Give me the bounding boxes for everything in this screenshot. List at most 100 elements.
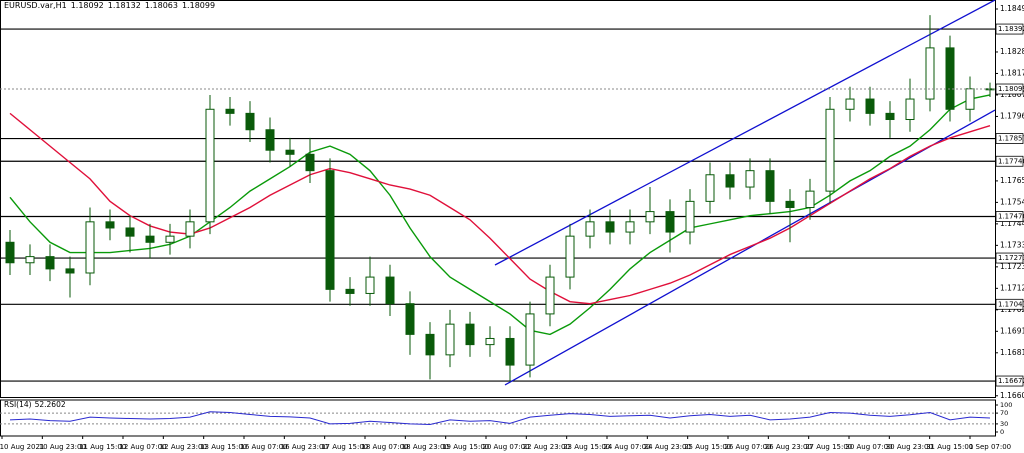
x-tick-label: 24 Aug 23:00 (644, 443, 691, 451)
y-tick-label: 1.18490 (1000, 4, 1024, 13)
rsi-tick-label: 100 (1000, 401, 1012, 409)
candle-body (945, 47, 955, 110)
y-tick-label: 1.16915 (1000, 326, 1024, 335)
x-tick-label: 31 Aug 15:00 (926, 443, 973, 451)
candle-body (385, 276, 395, 305)
level-label: 1.17047 (998, 300, 1024, 308)
candle-body (265, 129, 275, 151)
x-tick-label: 22 Aug 23:00 (523, 443, 570, 451)
candle-body (25, 256, 35, 264)
candle-body (665, 211, 675, 233)
x-tick-label: 25 Aug 15:00 (684, 443, 731, 451)
candle-body (85, 221, 95, 274)
rsi-tick-label: 0 (1000, 428, 1004, 436)
candle-body (745, 170, 755, 188)
y-tick-label: 1.17230 (1000, 262, 1024, 271)
candle-body (905, 98, 915, 121)
level-label: 1.17476 (998, 213, 1024, 221)
candle-body (185, 221, 195, 237)
candle-body (5, 241, 15, 264)
symbol: EURUSD.var,H1 (4, 1, 67, 10)
candle-body (565, 235, 575, 278)
level-label: 1.18392 (998, 25, 1024, 33)
y-tick-label: 1.16600 (1000, 391, 1024, 400)
price-pane (0, 0, 996, 398)
candle-body (325, 170, 335, 290)
moving-average (9, 94, 991, 336)
candle-body (465, 323, 475, 346)
level-label: 1.16672 (998, 377, 1024, 385)
y-tick-label: 1.17650 (1000, 176, 1024, 185)
x-tick-label: 12 Aug 23:00 (160, 443, 207, 451)
candle-body (205, 108, 215, 223)
y-tick-label: 1.17440 (1000, 219, 1024, 228)
x-tick-label: 26 Aug 07:00 (724, 443, 771, 451)
x-tick-label: 19 Aug 15:00 (442, 443, 489, 451)
y-tick-label: 1.17965 (1000, 111, 1024, 120)
x-tick-label: 24 Aug 07:00 (603, 443, 650, 451)
quote: 1.18063 (144, 1, 178, 10)
candle-body (725, 174, 735, 188)
level-box (995, 252, 1024, 264)
candle-body (865, 98, 875, 114)
candle-body (685, 200, 695, 233)
level-box (995, 375, 1024, 387)
x-tick-label: 23 Aug 15:00 (563, 443, 610, 451)
y-tick-label: 1.17335 (1000, 240, 1024, 249)
current-price-box (995, 83, 1024, 95)
rsi-tick-label: 30 (1000, 420, 1008, 428)
candle-body (825, 108, 835, 192)
y-tick-label: 1.18175 (1000, 68, 1024, 77)
level-box (995, 298, 1024, 310)
level-label: 1.17746 (998, 157, 1024, 165)
x-tick-label: 1 Sep 07:00 (969, 443, 1011, 451)
x-tick-label: 16 Aug 23:00 (281, 443, 328, 451)
x-tick-label: 13 Aug 15:00 (200, 443, 247, 451)
candle-body (785, 200, 795, 209)
candle-body (845, 98, 855, 110)
level-box (995, 23, 1024, 35)
x-tick-label: 30 Aug 07:00 (845, 443, 892, 451)
candle-body (65, 268, 75, 274)
level-label: 1.17857 (998, 135, 1024, 143)
candle-body (405, 303, 415, 335)
candle-body (245, 112, 255, 131)
candle-body (805, 190, 815, 209)
level-label: 1.17273 (998, 254, 1024, 262)
quote: 1.18099 (181, 1, 216, 10)
candle-body (425, 333, 435, 356)
candle-body (765, 170, 775, 202)
candle-body (545, 276, 555, 315)
candle-body (965, 88, 975, 110)
x-tick-label: 10 Aug 2021 (0, 443, 44, 451)
candle-body (705, 174, 715, 202)
candle-body (885, 112, 895, 121)
x-tick-label: 16 Aug 07:00 (240, 443, 287, 451)
y-tick-label: 1.18070 (1000, 90, 1024, 99)
candle-body (525, 313, 535, 366)
moving-average (9, 112, 991, 305)
rsi-line (9, 411, 991, 425)
candle-body (645, 211, 655, 223)
x-tick-label: 18 Aug 07:00 (361, 443, 408, 451)
y-tick-label: 1.17545 (1000, 197, 1024, 206)
candle-body (225, 108, 235, 114)
y-tick-label: 1.18280 (1000, 47, 1024, 56)
rsi-tick-label: 70 (1000, 409, 1008, 417)
trendline (504, 109, 996, 386)
rsi-pane (0, 399, 996, 437)
level-box (995, 155, 1024, 167)
rsi-header: RSI(14) 52.2602 (4, 400, 66, 409)
y-tick-label: 1.17125 (1000, 283, 1024, 292)
level-box (995, 211, 1024, 222)
candle-body (585, 221, 595, 237)
candle-body (605, 221, 615, 233)
candle-body (105, 221, 115, 229)
x-tick-label: 12 Aug 07:00 (119, 443, 166, 451)
candle-body (285, 149, 295, 155)
quote: 1.18092 (70, 1, 104, 10)
x-tick-label: 10 Aug 23:00 (39, 443, 86, 451)
x-tick-label: 17 Aug 15:00 (321, 443, 368, 451)
